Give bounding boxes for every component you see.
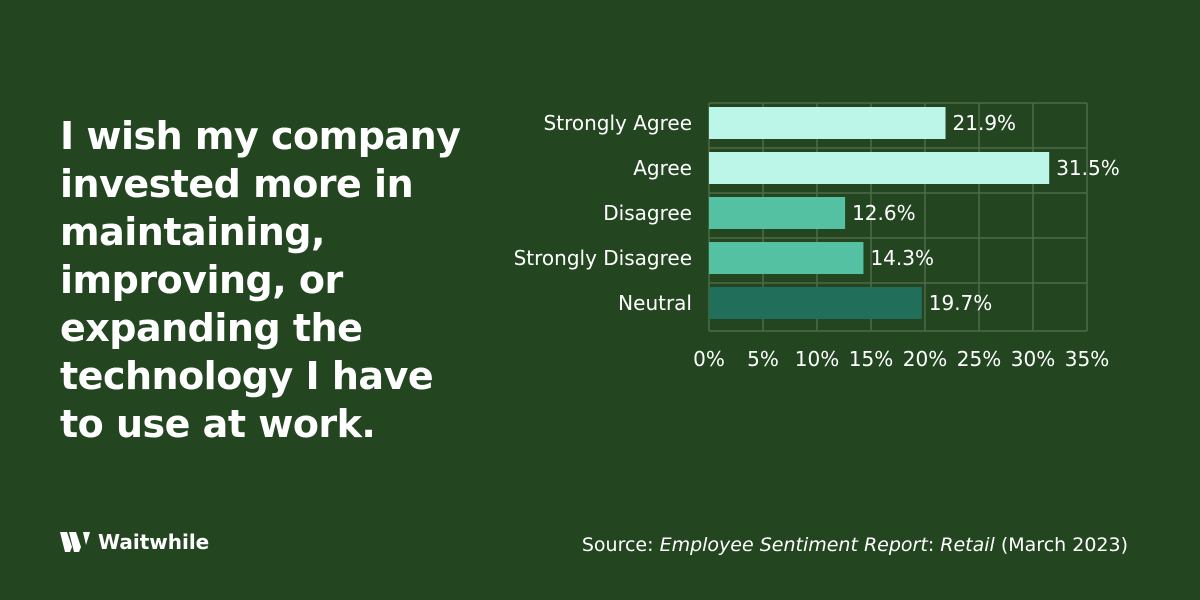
bar <box>709 197 846 229</box>
value-label: 21.9% <box>953 111 1017 135</box>
x-tick-label: 30% <box>1011 347 1055 371</box>
x-tick-label: 20% <box>903 347 947 371</box>
source-date: (March 2023) <box>1000 534 1128 556</box>
bar <box>709 107 946 139</box>
value-label: 19.7% <box>929 291 993 315</box>
value-label: 31.5% <box>1056 156 1120 180</box>
headline: I wish my company invested more in maint… <box>60 114 461 446</box>
source-title-part1: Employee Sentiment Report <box>659 534 928 556</box>
source-colon: : <box>927 534 935 556</box>
source-title-part2: Retail <box>940 534 995 556</box>
category-label: Neutral <box>618 291 692 315</box>
x-tick-label: 15% <box>849 347 893 371</box>
value-label: 12.6% <box>852 201 916 225</box>
brand-logo: Waitwhile <box>60 530 209 554</box>
category-label: Agree <box>633 156 692 180</box>
x-tick-label: 35% <box>1065 347 1109 371</box>
x-tick-label: 0% <box>693 347 725 371</box>
category-label: Disagree <box>603 201 692 225</box>
category-label: Strongly Agree <box>544 111 692 135</box>
category-label: Strongly Disagree <box>514 246 692 270</box>
brand-name: Waitwhile <box>98 530 210 554</box>
x-tick-label: 10% <box>795 347 839 371</box>
waitwhile-w-icon <box>60 532 90 552</box>
source-prefix: Source: <box>581 534 654 556</box>
source-note: Source: Employee Sentiment Report: Retai… <box>582 534 1128 556</box>
bar <box>709 242 864 274</box>
value-label: 14.3% <box>870 246 934 270</box>
x-tick-label: 25% <box>957 347 1001 371</box>
bar <box>709 287 922 319</box>
x-tick-label: 5% <box>747 347 779 371</box>
bar <box>709 152 1050 184</box>
